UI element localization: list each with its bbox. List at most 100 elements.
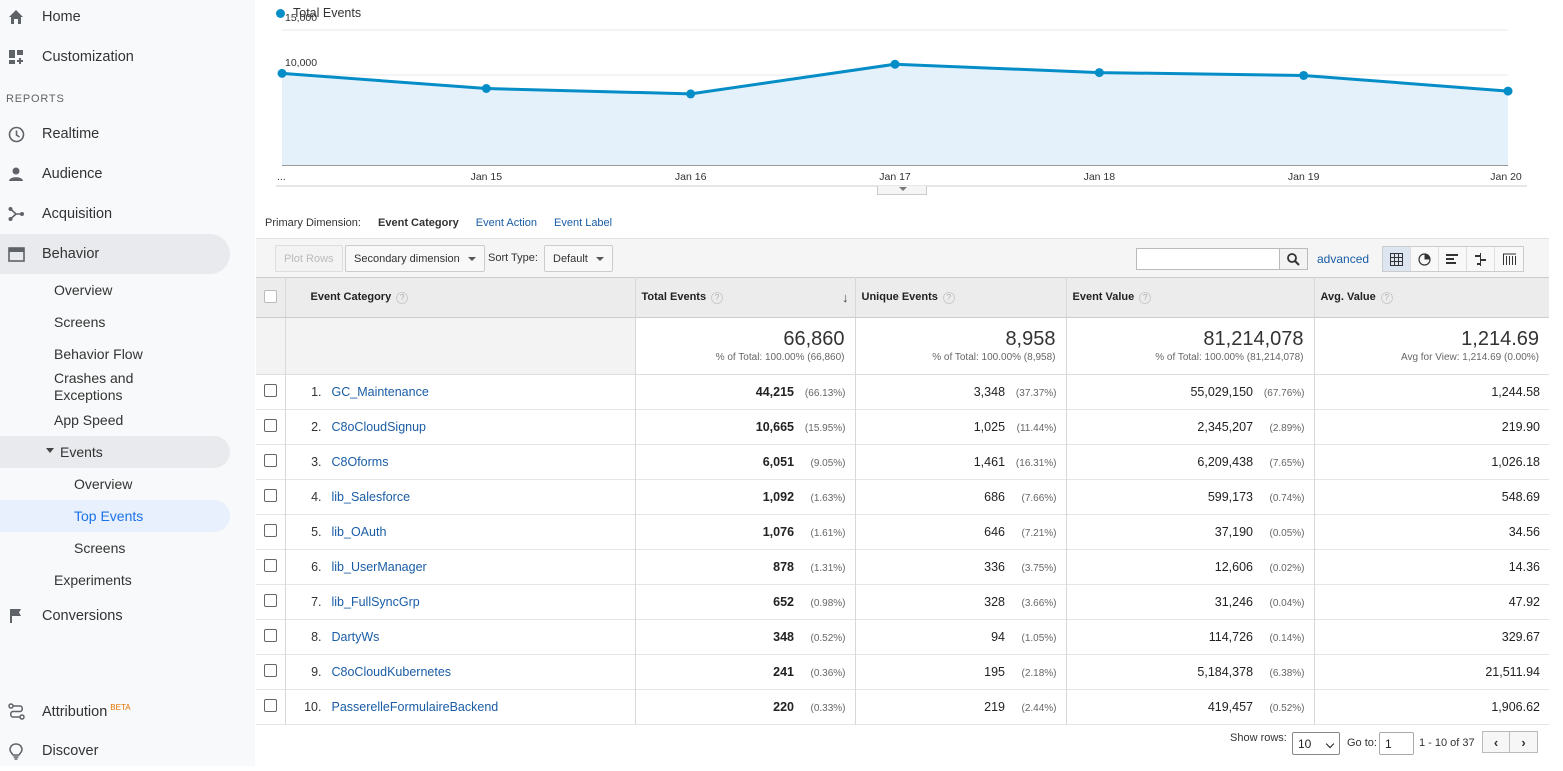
row-index: 9.: [311, 665, 322, 679]
nav-attribution[interactable]: Attribution BETA: [0, 691, 230, 731]
total-events-pct: (1.31%): [810, 563, 846, 574]
nav-behavior-screens[interactable]: Screens: [54, 314, 106, 330]
event-category-link[interactable]: lib_OAuth: [331, 525, 387, 539]
goto-page-input[interactable]: 1: [1379, 732, 1414, 755]
row-checkbox-cell: [256, 619, 286, 655]
row-index: 10.: [304, 700, 322, 714]
nav-crashes-line1[interactable]: Crashes and: [54, 370, 134, 386]
event-value-pct: (0.52%): [1269, 703, 1305, 714]
table-header-row: Event Category? Total Events? ↓ Unique Ev…: [256, 277, 1549, 318]
x-tick-label: Jan 20: [1490, 171, 1522, 183]
table-view-button[interactable]: [1383, 247, 1411, 271]
event-category-link[interactable]: GC_Maintenance: [331, 385, 429, 399]
help-icon[interactable]: ?: [1139, 291, 1152, 304]
unique-events-value: 686: [984, 490, 1006, 504]
nav-discover[interactable]: Discover: [0, 731, 230, 771]
event-category-link[interactable]: lib_Salesforce: [331, 490, 411, 504]
event-category-link[interactable]: C8Oforms: [331, 455, 389, 469]
unique-events-value: 328: [984, 595, 1006, 609]
event-value-pct: (0.02%): [1269, 563, 1305, 574]
nav-acquisition[interactable]: Acquisition: [0, 194, 230, 234]
nav-events-overview[interactable]: Overview: [74, 476, 133, 492]
table-search-input[interactable]: [1136, 248, 1280, 270]
sort-type-dropdown[interactable]: Default: [544, 245, 613, 272]
event-category-cell: 2. C8oCloudSignup: [285, 409, 636, 445]
header-unique-events[interactable]: Unique Events?: [855, 277, 1067, 318]
lightbulb-icon: [7, 742, 25, 760]
x-tick-label: Jan 15: [471, 171, 503, 183]
help-icon[interactable]: ?: [1380, 291, 1393, 304]
pivot-icon: [1502, 253, 1516, 265]
total-events-cell: 1,076 (1.61%): [635, 514, 856, 550]
prev-page-button[interactable]: ‹: [1483, 732, 1510, 752]
row-checkbox[interactable]: [263, 454, 277, 467]
event-category-link[interactable]: DartyWs: [331, 630, 380, 644]
nav-behavior-flow[interactable]: Behavior Flow: [54, 346, 143, 362]
header-avg-value[interactable]: Avg. Value?: [1314, 277, 1549, 318]
nav-events-screens[interactable]: Screens: [74, 540, 126, 556]
chart-collapse-toggle[interactable]: [877, 186, 927, 195]
header-total-events[interactable]: Total Events? ↓: [635, 277, 856, 318]
dimension-event-action[interactable]: Event Action: [475, 217, 537, 229]
nav-behavior[interactable]: Behavior: [0, 234, 230, 274]
help-icon[interactable]: ?: [711, 291, 724, 304]
nav-top-events[interactable]: Top Events: [0, 500, 230, 532]
row-checkbox-cell: [256, 514, 286, 550]
nav-realtime[interactable]: Realtime: [0, 114, 230, 154]
sort-type-value: Default: [553, 252, 588, 265]
nav-conversions[interactable]: Conversions: [0, 596, 230, 636]
help-icon[interactable]: ?: [396, 291, 409, 304]
avg-value-cell: 14.36: [1314, 550, 1549, 585]
row-checkbox[interactable]: [263, 384, 277, 397]
event-category-link[interactable]: lib_FullSyncGrp: [331, 595, 420, 609]
total-events-cell: 1,092 (1.63%): [635, 479, 856, 515]
nav-home[interactable]: Home: [0, 0, 230, 37]
select-all-checkbox[interactable]: [263, 289, 277, 303]
row-checkbox-cell: [256, 444, 286, 480]
row-checkbox[interactable]: [263, 419, 277, 432]
nav-behavior-overview[interactable]: Overview: [54, 282, 113, 298]
pivot-view-button[interactable]: [1495, 247, 1523, 271]
row-checkbox[interactable]: [263, 629, 277, 642]
performance-view-button[interactable]: [1439, 247, 1467, 271]
total-events-cell: 348 (0.52%): [635, 619, 856, 655]
event-category-link[interactable]: lib_UserManager: [331, 560, 427, 574]
search-button[interactable]: [1279, 248, 1308, 270]
nav-events-label: Events: [60, 444, 103, 460]
row-checkbox[interactable]: [263, 699, 277, 712]
event-category-link[interactable]: PasserelleFormulaireBackend: [331, 700, 499, 714]
row-checkbox[interactable]: [263, 594, 277, 607]
next-page-button[interactable]: ›: [1510, 732, 1537, 752]
row-checkbox[interactable]: [263, 664, 277, 677]
row-checkbox[interactable]: [263, 489, 277, 502]
advanced-filter-link[interactable]: advanced: [1317, 252, 1370, 266]
show-rows-select[interactable]: 10: [1292, 732, 1340, 755]
nav-crashes-line2[interactable]: Exceptions: [54, 387, 123, 403]
header-event-value[interactable]: Event Value?: [1066, 277, 1315, 318]
event-category-cell: 6. lib_UserManager: [285, 549, 636, 585]
table-row: 6. lib_UserManager 878 (1.31%) 336 (3.75%) 1…: [256, 549, 1549, 585]
plot-rows-button[interactable]: Plot Rows: [275, 245, 343, 272]
dimension-event-label[interactable]: Event Label: [554, 217, 613, 229]
select-all-cell: [256, 277, 286, 318]
nav-app-speed[interactable]: App Speed: [54, 412, 124, 428]
secondary-dimension-label: Secondary dimension: [354, 252, 460, 265]
grid-icon: [1390, 252, 1403, 266]
help-icon[interactable]: ?: [942, 291, 955, 304]
secondary-dimension-dropdown[interactable]: Secondary dimension: [345, 245, 485, 272]
event-value-cell: 12,606 (0.02%): [1066, 549, 1315, 585]
nav-experiments[interactable]: Experiments: [54, 572, 132, 588]
bar-chart-icon: [1446, 253, 1458, 264]
pie-view-button[interactable]: [1411, 247, 1439, 271]
row-checkbox[interactable]: [263, 559, 277, 572]
row-checkbox[interactable]: [263, 524, 277, 537]
legend-label: Total Events: [293, 6, 362, 20]
event-category-link[interactable]: C8oCloudKubernetes: [331, 665, 452, 679]
nav-events[interactable]: Events: [0, 436, 230, 468]
event-value-value: 2,345,207: [1197, 420, 1254, 434]
nav-customization[interactable]: Customization: [0, 37, 230, 77]
header-event-category[interactable]: Event Category?: [285, 277, 636, 318]
comparison-view-button[interactable]: [1467, 247, 1495, 271]
event-category-link[interactable]: C8oCloudSignup: [331, 420, 427, 434]
nav-audience[interactable]: Audience: [0, 154, 230, 194]
